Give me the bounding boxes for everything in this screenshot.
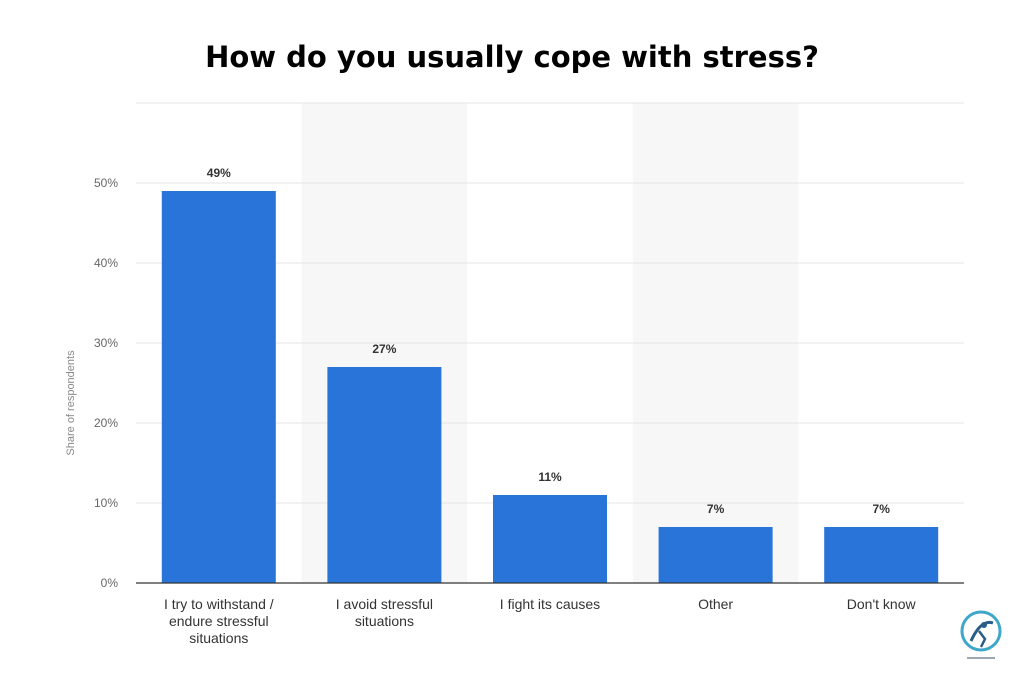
chart-title: How do you usually cope with stress? <box>205 40 819 74</box>
y-tick-label: 0% <box>101 576 119 590</box>
bars <box>161 191 939 583</box>
y-tick-label: 10% <box>94 496 118 510</box>
y-tick-label: 20% <box>94 416 118 430</box>
data-label: 27% <box>372 342 396 356</box>
bar <box>658 527 773 583</box>
x-axis-labels: I try to withstand / endure stressful situ… <box>164 596 917 646</box>
bar <box>824 527 939 583</box>
bar <box>161 191 276 583</box>
data-label: 7% <box>707 502 725 516</box>
brand-logo-icon <box>960 610 1002 659</box>
data-label: 11% <box>538 470 562 484</box>
y-tick-label: 30% <box>94 336 118 350</box>
data-labels: 49% 27% 11% 7% 7% <box>207 166 890 516</box>
y-axis-ticks: 0% 10% 20% 30% 40% 50% <box>94 176 118 590</box>
y-tick-label: 40% <box>94 256 118 270</box>
data-label: 7% <box>873 502 891 516</box>
bar <box>493 495 607 583</box>
y-axis-title: Share of respondents <box>65 350 77 456</box>
x-tick-label: I avoid stressful situations <box>336 596 433 629</box>
x-tick-label: Don't know <box>847 596 917 612</box>
x-tick-label: I try to withstand / endure stressful situ… <box>164 596 274 646</box>
bar <box>327 367 442 583</box>
x-tick-label: Other <box>698 596 733 612</box>
data-label: 49% <box>207 166 231 180</box>
y-tick-label: 50% <box>94 176 118 190</box>
x-tick-label: I fight its causes <box>500 596 600 612</box>
